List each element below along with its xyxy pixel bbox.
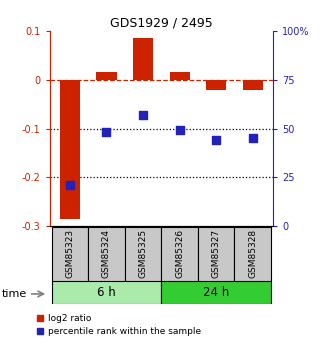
Bar <box>169 72 190 80</box>
Point <box>213 137 219 143</box>
Bar <box>243 80 263 89</box>
Text: 6 h: 6 h <box>97 286 116 299</box>
Text: GSM85327: GSM85327 <box>212 229 221 278</box>
Point <box>141 112 146 118</box>
Bar <box>234 227 271 281</box>
Text: 24 h: 24 h <box>203 286 229 299</box>
Bar <box>161 281 271 304</box>
Bar <box>52 281 161 304</box>
Text: GSM85324: GSM85324 <box>102 229 111 278</box>
Point <box>104 130 109 135</box>
Bar <box>52 227 88 281</box>
Bar <box>96 72 117 80</box>
Bar <box>133 38 153 80</box>
Text: GSM85326: GSM85326 <box>175 229 184 278</box>
Bar <box>60 80 80 219</box>
Legend: log2 ratio, percentile rank within the sample: log2 ratio, percentile rank within the s… <box>37 314 202 336</box>
Bar <box>161 227 198 281</box>
Point <box>177 128 182 133</box>
Point <box>250 136 255 141</box>
Bar <box>198 227 234 281</box>
Point <box>67 182 73 188</box>
Text: GSM85323: GSM85323 <box>65 229 74 278</box>
Text: GSM85328: GSM85328 <box>248 229 257 278</box>
Title: GDS1929 / 2495: GDS1929 / 2495 <box>110 17 213 30</box>
Text: time: time <box>2 289 27 299</box>
Bar <box>206 80 226 89</box>
Bar <box>125 227 161 281</box>
Bar <box>88 227 125 281</box>
Text: GSM85325: GSM85325 <box>139 229 148 278</box>
